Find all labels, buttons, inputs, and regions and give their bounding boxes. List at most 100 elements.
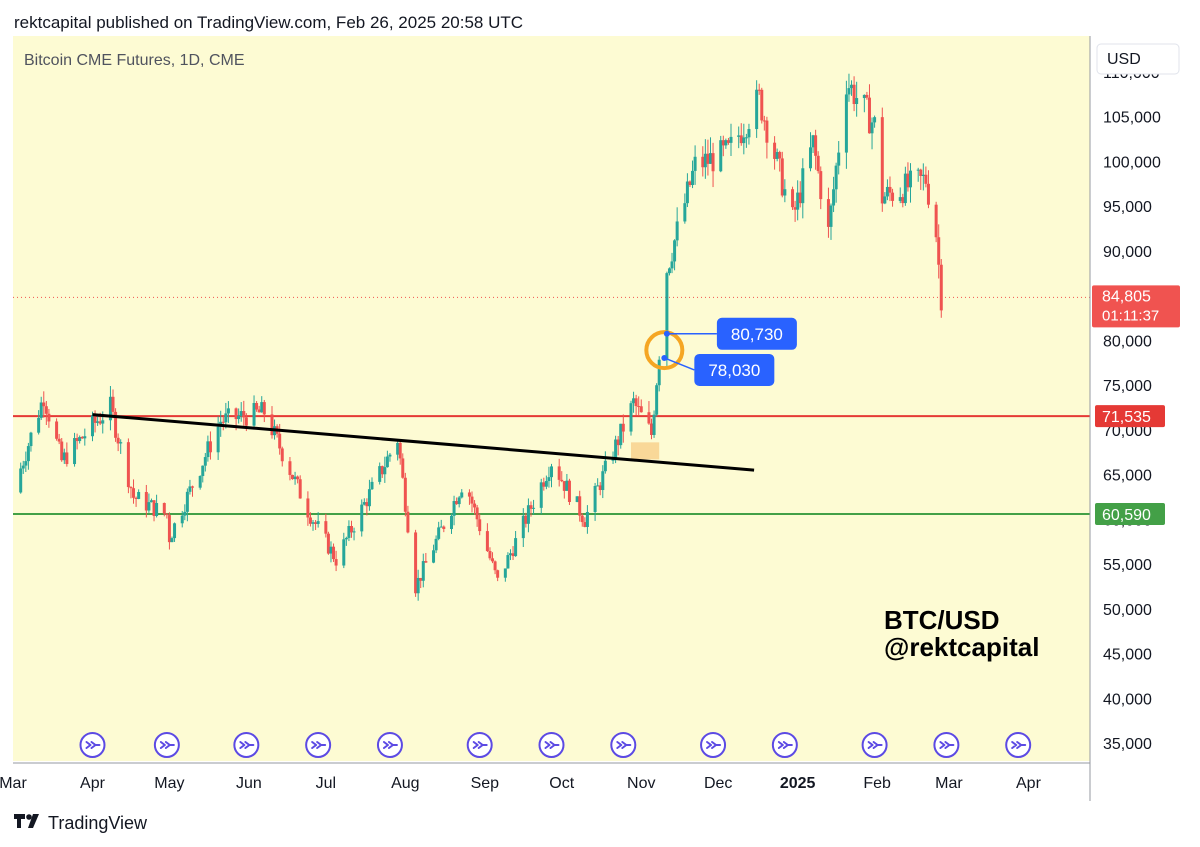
candle-up	[198, 476, 202, 488]
candle-down	[55, 421, 59, 439]
y-tick-label: 55,000	[1103, 557, 1152, 574]
candle-up	[737, 135, 741, 137]
event-marker-icon[interactable]	[79, 732, 106, 758]
annotations: 80,730 78,030	[644, 317, 797, 386]
candle-down	[634, 398, 638, 407]
event-marker-icon[interactable]	[700, 732, 727, 758]
candle-up	[185, 491, 189, 512]
candle-up	[775, 152, 779, 159]
brand-name[interactable]: TradingView	[48, 813, 148, 833]
candle-down	[934, 204, 938, 238]
event-marker-glyph	[544, 741, 560, 749]
candle-up	[439, 526, 443, 528]
candle-up	[226, 408, 230, 414]
candle-up	[585, 511, 589, 527]
candle-up	[629, 403, 633, 432]
candle-up	[260, 402, 264, 413]
candle-up	[19, 468, 23, 493]
candle-down	[688, 181, 692, 186]
candle-up	[216, 426, 220, 453]
candle-down	[647, 412, 651, 424]
event-marker-ring	[305, 732, 332, 758]
event-marker-glyph	[159, 741, 175, 749]
candle-up	[183, 511, 187, 516]
plot-area[interactable]	[13, 36, 1090, 761]
candle-down	[326, 533, 330, 554]
candle-down	[891, 192, 895, 201]
candle-up	[460, 492, 464, 498]
candle-down	[791, 189, 795, 208]
candle-up	[508, 553, 512, 556]
candle-down	[332, 546, 336, 560]
candle-up	[796, 192, 800, 210]
candle-down	[826, 199, 830, 227]
annotation-box	[694, 353, 775, 386]
candle-down	[780, 158, 784, 196]
candle-down	[80, 436, 84, 439]
event-marker-icon[interactable]	[538, 732, 565, 758]
candle-up	[837, 152, 841, 166]
candle-up	[850, 84, 854, 89]
candle-down	[65, 452, 69, 465]
candle-up	[344, 537, 348, 540]
candle-down	[557, 466, 561, 480]
candle-up	[916, 169, 920, 171]
currency-button[interactable]: USD	[1096, 43, 1180, 75]
candle-up	[203, 457, 207, 466]
candle-up	[239, 411, 243, 416]
candle-up	[316, 521, 320, 524]
candle-up	[885, 186, 889, 197]
event-marker-icon[interactable]	[610, 732, 637, 758]
candle-up	[367, 489, 371, 507]
candle-down	[221, 421, 225, 423]
candle-up	[693, 156, 697, 171]
event-marker-icon[interactable]	[233, 732, 260, 758]
event-markers[interactable]	[79, 732, 1032, 758]
candle-up	[329, 546, 333, 554]
event-marker-glyph	[777, 741, 793, 749]
event-marker-icon[interactable]	[376, 732, 403, 758]
tradingview-logo-icon[interactable]	[14, 812, 42, 835]
candle-down	[567, 480, 571, 502]
event-marker-icon[interactable]	[771, 732, 798, 758]
event-marker-icon[interactable]	[153, 732, 180, 758]
event-marker-icon[interactable]	[305, 732, 332, 758]
candle-up	[378, 466, 382, 482]
trend-line[interactable]	[92, 413, 755, 472]
chart-title: Bitcoin CME Futures, 1D, CME	[24, 52, 245, 69]
candle-up	[434, 538, 438, 551]
candle-down	[757, 89, 761, 91]
candle-up	[834, 165, 838, 190]
candle-down	[298, 479, 302, 499]
event-marker-icon[interactable]	[933, 732, 960, 758]
watermark-symbol: BTC/USD	[884, 605, 1000, 635]
x-tick-label: Apr	[80, 775, 106, 792]
trend-line-layer[interactable]	[92, 413, 755, 472]
candle-up	[921, 174, 925, 176]
candle-up	[611, 458, 615, 461]
candle-down	[270, 414, 274, 436]
candle-down	[467, 492, 471, 497]
candle-down	[306, 498, 310, 518]
candle-up	[224, 413, 228, 423]
candle-down	[262, 402, 266, 415]
candle-up	[855, 98, 859, 105]
y-tick-label: 45,000	[1103, 647, 1152, 664]
candle-up	[665, 273, 669, 360]
event-marker-icon[interactable]	[1005, 732, 1032, 758]
candle-up	[742, 137, 746, 144]
candle-up	[24, 461, 28, 466]
candle-down	[242, 411, 246, 418]
candle-down	[765, 120, 769, 143]
event-marker-ring	[700, 732, 727, 758]
watermark-author: @rektcapital	[884, 632, 1039, 662]
candle-down	[580, 515, 584, 523]
candle-up	[155, 503, 159, 516]
candle-down	[165, 513, 169, 516]
event-marker-icon[interactable]	[466, 732, 493, 758]
candle-down	[111, 396, 115, 412]
highlight-circle	[644, 330, 685, 371]
event-marker-icon[interactable]	[861, 732, 888, 758]
candle-down	[380, 466, 384, 475]
